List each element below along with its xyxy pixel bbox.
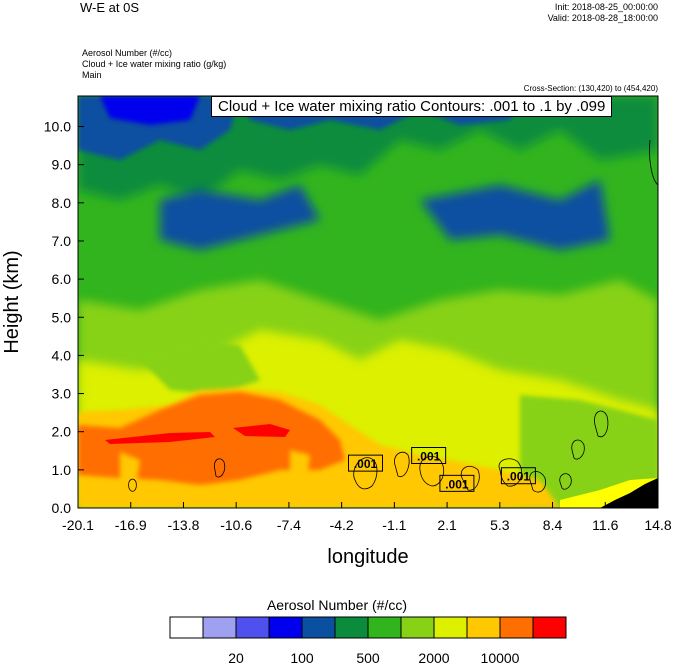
contour-label-box [411, 447, 447, 464]
contour-label-layer: .001 .001 .001 .001 [348, 447, 536, 492]
y-tick-label: 8.0 [52, 195, 72, 211]
x-tick-label: 2.1 [437, 517, 457, 533]
terrain [600, 478, 658, 508]
contour-label: .001 [411, 447, 447, 464]
x-tick-label: -1.1 [382, 517, 406, 533]
contour-label-box [500, 467, 536, 485]
colorbar-label: 500 [356, 650, 380, 666]
colorbar-label: 2000 [418, 650, 450, 666]
contour-label-text: .001 [417, 450, 441, 464]
contour-label-box [439, 474, 475, 492]
x-tick-label: 11.6 [592, 517, 618, 533]
x-tick-label: 14.8 [644, 517, 671, 533]
y-axis: 0.0 1.0 2.0 3.0 4.0 5.0 6.0 7.0 8.0 9.0 10.0 [44, 119, 84, 516]
x-tick-label: -20.1 [62, 517, 94, 533]
y-tick-label: 4.0 [52, 347, 72, 363]
y-tick-label: 1.0 [52, 462, 72, 478]
y-tick-label: 5.0 [52, 309, 72, 325]
contour-label: .001 [439, 474, 475, 492]
y-tick-label: 6.0 [52, 271, 72, 287]
aerosol-field [78, 96, 658, 508]
colorbar-label: 20 [228, 650, 244, 666]
y-tick-label: 0.0 [52, 500, 72, 516]
colorbar-box [532, 616, 567, 639]
x-tick-label: -4.2 [330, 517, 354, 533]
colorbar-box [169, 616, 204, 639]
colorbar-box [235, 616, 270, 639]
colorbar-box [334, 616, 369, 639]
colorbar-box [202, 616, 237, 639]
x-tick-label: -16.9 [115, 517, 147, 533]
contour-label-text: .001 [354, 457, 378, 471]
x-tick-label: -10.6 [220, 517, 252, 533]
contour-label: .001 [500, 467, 536, 485]
colorbar-box [301, 616, 336, 639]
colorbar-title: Aerosol Number (#/cc) [266, 597, 408, 613]
colorbar-label: 10000 [480, 650, 520, 666]
valid-time: Valid: 2018-08-28_18:00:00 [547, 13, 658, 23]
colorbar-label: 100 [290, 650, 314, 666]
colorbar-box [268, 616, 303, 639]
contour-label-text: .001 [507, 470, 531, 484]
colorbar-box [466, 616, 501, 639]
cross-section-label: Cross-Section: (130,420) to (454,420) [523, 84, 658, 93]
x-tick-label: 5.3 [490, 517, 510, 533]
contour-label: .001 [348, 454, 384, 472]
colorbar-box [367, 616, 402, 639]
y-tick-label: 9.0 [52, 157, 72, 173]
colorbar [169, 616, 567, 639]
field-line-main: Main [82, 70, 102, 80]
colorbar-box [400, 616, 435, 639]
y-tick-label: 3.0 [52, 386, 72, 402]
x-axis-label: longitude [327, 546, 408, 568]
x-axis: -20.1 -16.9 -13.8 -10.6 -7.4 -4.2 -1.1 2.1 5.3 8.… [62, 502, 672, 533]
init-time: Init: 2018-08-25_00:00:00 [554, 2, 658, 12]
x-tick-label: 8.4 [543, 517, 563, 533]
y-tick-label: 2.0 [52, 424, 72, 440]
contour-info-box: Cloud + Ice water mixing ratio Contours:… [211, 96, 613, 117]
plot-title: W-E at 0S [80, 0, 140, 15]
contour-label-text: .001 [445, 477, 469, 491]
y-tick-label: 10.0 [44, 119, 71, 135]
y-axis-label: Height (km) [1, 250, 23, 353]
y-tick-label: 7.0 [52, 233, 72, 249]
field-line-aerosol: Aerosol Number (#/cc) [82, 48, 173, 58]
field-line-cloud: Cloud + Ice water mixing ratio (g/kg) [82, 59, 227, 69]
contour-label-box [348, 454, 384, 472]
x-tick-label: -7.4 [277, 517, 301, 533]
cloud-contours [128, 139, 658, 493]
colorbar-box [499, 616, 534, 639]
x-tick-label: -13.8 [167, 517, 199, 533]
colorbar-box [433, 616, 468, 639]
